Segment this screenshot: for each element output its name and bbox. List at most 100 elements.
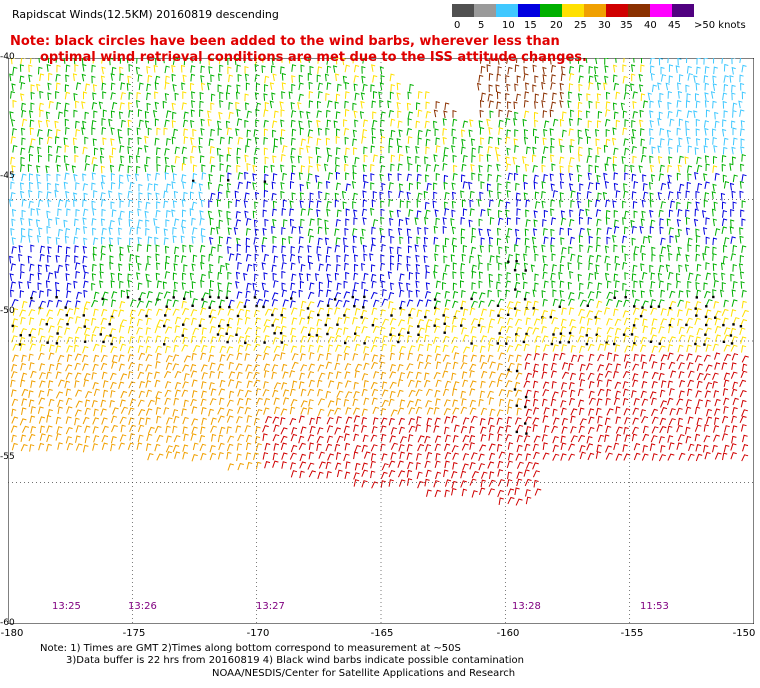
wind-barb xyxy=(741,309,749,318)
wind-barb xyxy=(21,398,28,406)
contamination-marker xyxy=(19,334,22,337)
wind-barb xyxy=(523,469,530,477)
wind-barb xyxy=(741,245,747,253)
contamination-marker xyxy=(424,315,427,319)
wind-barb xyxy=(299,317,306,325)
wind-barb xyxy=(200,426,206,434)
wind-barb xyxy=(328,380,335,388)
wind-barb xyxy=(336,435,344,443)
wind-barb xyxy=(191,352,197,361)
wind-barb xyxy=(381,343,387,352)
wind-barb xyxy=(741,363,748,372)
wind-barb xyxy=(82,416,90,425)
wind-barb xyxy=(363,289,369,297)
wind-barb xyxy=(552,408,558,417)
wind-barb xyxy=(38,327,44,336)
wind-barb xyxy=(415,406,423,414)
wind-barb xyxy=(506,110,513,118)
wind-barb xyxy=(207,110,212,119)
wind-barb xyxy=(136,318,143,327)
wind-barb xyxy=(280,408,288,416)
wind-barb xyxy=(478,317,485,326)
wind-barb xyxy=(586,327,592,336)
wind-barb xyxy=(667,453,675,461)
wind-barb xyxy=(137,371,145,380)
wind-barb xyxy=(92,381,99,390)
wind-barb xyxy=(471,318,478,326)
wind-barb xyxy=(676,218,682,227)
wind-barb xyxy=(533,479,539,488)
wind-barb xyxy=(11,363,18,372)
wind-barb xyxy=(172,235,177,243)
wind-barb xyxy=(57,208,62,217)
wind-barb xyxy=(450,218,455,226)
wind-barb xyxy=(516,407,522,416)
wind-barb xyxy=(73,344,79,353)
wind-barb xyxy=(407,352,414,361)
wind-barb xyxy=(496,443,503,452)
wind-barb xyxy=(740,163,745,172)
wind-barb xyxy=(597,120,602,128)
wind-barb xyxy=(281,461,287,469)
wind-barb xyxy=(739,181,745,189)
wind-barb xyxy=(443,147,449,155)
wind-barb xyxy=(558,271,563,280)
wind-barb xyxy=(631,173,637,182)
wind-barb xyxy=(192,164,198,173)
wind-barb xyxy=(578,216,584,225)
wind-barb xyxy=(21,137,26,146)
contamination-marker xyxy=(102,340,105,344)
wind-barb xyxy=(272,218,277,227)
wind-barb xyxy=(451,336,459,344)
lat-label: -55 xyxy=(0,452,15,462)
wind-barb xyxy=(541,100,546,108)
wind-barb xyxy=(127,442,135,450)
wind-barb xyxy=(38,190,43,199)
wind-barb xyxy=(36,83,41,92)
wind-barb xyxy=(191,453,198,462)
wind-barb xyxy=(181,146,188,155)
wind-barb xyxy=(660,182,667,191)
wind-barb xyxy=(480,479,486,488)
wind-barb xyxy=(318,289,324,297)
wind-barb xyxy=(147,192,152,201)
wind-barb xyxy=(147,426,155,434)
wind-barb xyxy=(514,145,519,153)
wind-barb xyxy=(705,217,710,225)
wind-barb xyxy=(622,397,629,406)
wind-barb xyxy=(461,443,469,451)
wind-barb xyxy=(83,372,91,381)
wind-barb xyxy=(56,426,63,434)
wind-barb xyxy=(9,273,14,281)
wind-barb xyxy=(236,237,241,246)
wind-barb xyxy=(29,119,35,128)
wind-barb xyxy=(667,282,672,291)
wind-barb xyxy=(74,362,81,371)
wind-barb xyxy=(723,353,731,362)
wind-barb xyxy=(63,58,68,64)
wind-barb xyxy=(588,235,593,244)
wind-barb xyxy=(712,100,717,109)
wind-barb xyxy=(559,156,565,165)
wind-barb xyxy=(353,479,360,487)
wind-barb xyxy=(497,362,503,371)
wind-barb xyxy=(597,343,604,351)
wind-barb xyxy=(379,354,385,363)
wind-barb xyxy=(20,217,25,226)
wind-barb xyxy=(462,346,470,354)
wind-barb xyxy=(57,228,63,237)
wind-barb xyxy=(228,371,236,379)
contamination-marker xyxy=(218,305,222,309)
wind-barb xyxy=(389,435,396,443)
wind-barb xyxy=(568,183,574,191)
wind-barb xyxy=(660,289,666,298)
wind-barb xyxy=(353,209,358,218)
wind-barb xyxy=(525,372,532,381)
wind-barb xyxy=(406,156,412,164)
wind-barb xyxy=(237,336,245,344)
wind-barb xyxy=(622,282,627,291)
wind-barb xyxy=(361,469,369,477)
wind-barb xyxy=(613,370,619,379)
contamination-marker xyxy=(363,342,366,345)
wind-barb xyxy=(10,156,16,165)
